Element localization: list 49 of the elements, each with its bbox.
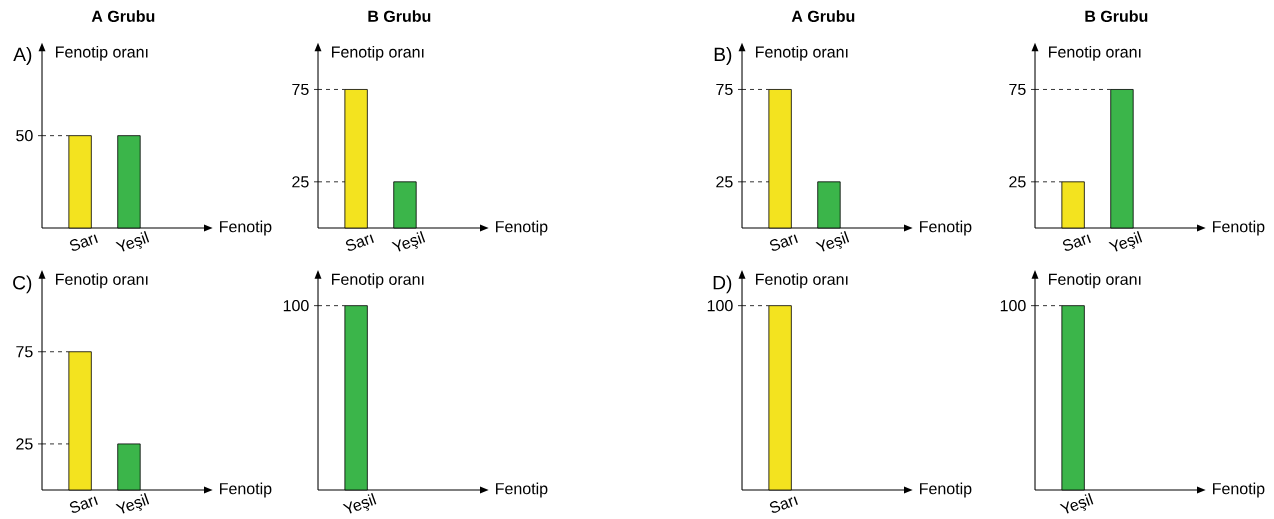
y-tick-label: 75 xyxy=(716,83,733,96)
x-axis-title: Fenotip xyxy=(1213,220,1265,236)
x-axis-title: Fenotip xyxy=(220,482,272,498)
x-axis-title: Fenotip xyxy=(220,220,272,236)
x-tick-label: Sarı xyxy=(345,234,374,251)
x-axis-title: Fenotip xyxy=(920,482,972,498)
y-axis-title: Fenotip oranı xyxy=(332,273,424,289)
y-axis-title: Fenotip oranı xyxy=(56,273,148,289)
x-tick-label: Yeşil xyxy=(815,231,850,252)
y-axis-title: Fenotip oranı xyxy=(56,45,148,61)
x-tick-label: Yeşil xyxy=(115,493,150,514)
y-tick-label: 50 xyxy=(16,129,33,142)
y-axis-title: Fenotip oranı xyxy=(1049,273,1141,289)
x-axis-title: Fenotip xyxy=(496,220,548,236)
y-axis-title: Fenotip oranı xyxy=(332,45,424,61)
chart-title: A Grubu xyxy=(91,10,155,22)
y-tick-label: 25 xyxy=(16,438,33,450)
text: C) xyxy=(13,275,32,294)
x-tick-label: Sarı xyxy=(69,496,98,513)
x-tick-label: Sarı xyxy=(69,234,98,251)
x-axis-title: Fenotip xyxy=(1213,482,1265,498)
y-tick-label: 100 xyxy=(283,299,309,312)
x-tick-label: Yeşil xyxy=(1059,493,1094,514)
y-tick-label: 100 xyxy=(707,299,733,312)
y-axis-title: Fenotip oranı xyxy=(756,273,848,289)
y-axis-title: Fenotip oranı xyxy=(1049,45,1141,61)
y-tick-label: 25 xyxy=(716,176,733,188)
y-tick-label: 75 xyxy=(16,346,33,358)
text: A) xyxy=(13,47,32,65)
y-tick-label: 75 xyxy=(292,83,309,96)
x-axis-title: Fenotip xyxy=(496,482,548,498)
y-tick-label: 100 xyxy=(1000,299,1026,312)
x-axis-title: Fenotip xyxy=(920,220,972,236)
x-tick-label: Yeşil xyxy=(342,493,377,514)
x-tick-label: Yeşil xyxy=(391,231,426,252)
y-tick-label: 25 xyxy=(1009,176,1026,188)
chart-title: A Grubu xyxy=(791,10,855,22)
x-tick-label: Sarı xyxy=(769,496,798,513)
y-tick-label: 25 xyxy=(292,176,309,188)
x-tick-label: Sarı xyxy=(769,234,798,251)
text: B) xyxy=(714,47,732,65)
chart-title: B Grubu xyxy=(368,10,431,22)
y-axis-title: Fenotip oranı xyxy=(756,45,848,61)
x-tick-label: Yeşil xyxy=(115,231,150,252)
y-tick-label: 75 xyxy=(1009,83,1026,96)
chart-title: B Grubu xyxy=(1085,10,1148,22)
text: D) xyxy=(713,275,732,294)
x-tick-label: Sarı xyxy=(1062,234,1091,251)
x-tick-label: Yeşil xyxy=(1108,231,1143,252)
